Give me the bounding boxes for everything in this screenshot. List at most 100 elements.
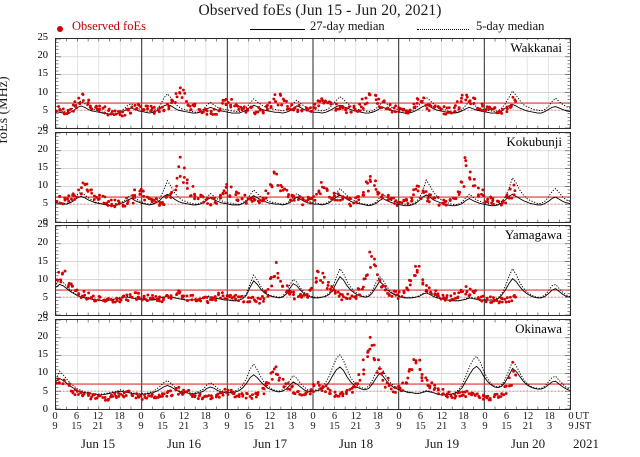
x-tick-ut: 12 (178, 411, 190, 422)
x-tick-label: 6 15 (152, 411, 174, 432)
y-tick-label: 20 (37, 143, 49, 155)
x-tick-ut: 0 (224, 411, 230, 422)
x-tick-label: 12 21 (431, 411, 453, 432)
x-tick-ut: 18 (372, 411, 383, 422)
panel-kokubunji: Kokubunji (55, 131, 571, 223)
x-day-label: Jun 15 (80, 436, 116, 451)
x-tick-ut: 0 (138, 411, 144, 422)
y-tick-label: 10 (37, 367, 49, 379)
y-tick-label: 5 (42, 292, 48, 303)
y-tick-label: 0 (42, 123, 48, 134)
station-label-wakkanai: Wakkanai (508, 40, 564, 56)
x-tick-jst: 15 (243, 421, 254, 432)
x-tick-ut: 18 (286, 411, 297, 422)
x-tick-jst: 9 (310, 421, 316, 432)
x-tick-jst: 3 (374, 421, 381, 432)
y-tick-label: 10 (37, 86, 49, 98)
x-tick-jst: 21 (436, 421, 448, 432)
x-tick-jst: 21 (350, 421, 362, 432)
x-tick-ut: 0 (568, 411, 574, 422)
x-tick-ut: 6 (159, 411, 166, 422)
x-tick-ut: 6 (245, 411, 252, 422)
x-tick-label: 18 3 (281, 411, 303, 432)
x-tick-ut: 18 (114, 411, 125, 422)
x-tick-label: 12 21 (345, 411, 367, 432)
x-tick-label: 12 21 (87, 411, 109, 432)
x-tick-jst: 15 (157, 421, 168, 432)
y-tick-label: 20 (37, 237, 49, 249)
x-tick-ut: 18 (200, 411, 211, 422)
panel-wakkanai: Wakkanai (55, 38, 571, 129)
ut-label: UT (575, 411, 589, 422)
x-tick-ut: 6 (417, 411, 424, 422)
legend-5day-label: 5-day median (476, 19, 545, 33)
y-tick-label: 10 (37, 273, 49, 285)
x-tick-ut: 12 (350, 411, 362, 422)
x-tick-jst: 15 (415, 421, 426, 432)
x-day-label: Jun 19 (424, 436, 460, 451)
x-day-label: Jun 17 (252, 436, 288, 451)
y-tick-label: 25 (37, 125, 49, 137)
x-tick-label: 18 3 (539, 411, 561, 432)
x-tick-ut: 12 (264, 411, 276, 422)
y-tick-label: 25 (37, 219, 49, 231)
legend-5day-line-icon (417, 29, 469, 30)
y-tick-label: 5 (42, 104, 48, 116)
y-tick-label: 0 (42, 310, 48, 322)
y-tick-label: 20 (37, 50, 49, 62)
x-tick-ut: 18 (458, 411, 469, 422)
y-tick-label: 5 (42, 198, 48, 210)
y-tick-label: 25 (37, 312, 49, 324)
y-tick-label: 20 (37, 331, 49, 342)
legend-observed-label: Observed foEs (72, 19, 146, 33)
x-tick-ut: 0 (396, 411, 402, 422)
jst-label: JST (575, 421, 592, 432)
x-tick-ut: 0 (482, 411, 488, 422)
y-tick-label: 15 (37, 255, 49, 267)
x-day-label: Jun 18 (338, 436, 374, 451)
x-tick-jst: 15 (71, 421, 82, 432)
y-axis-title: foEs (MHz) (0, 76, 11, 144)
plot-area: Wakkanai Kokubunji Yamagawa Okinawa (55, 38, 571, 410)
x-tick-jst: 3 (202, 421, 209, 432)
y-tick-label: 0 (42, 216, 48, 228)
x-tick-jst: 21 (522, 421, 534, 432)
station-label-okinawa: Okinawa (513, 320, 564, 337)
x-tick-label: 6 15 (496, 411, 518, 432)
x-tick-jst: 9 (224, 421, 230, 432)
panel-okinawa: Okinawa (55, 318, 571, 410)
y-tick-label: 15 (37, 162, 49, 173)
station-label-yamagawa: Yamagawa (502, 227, 564, 244)
x-tick-jst: 9 (52, 421, 58, 432)
legend-27day-label: 27-day median (310, 19, 385, 33)
y-tick-label: 0 (42, 403, 48, 415)
x-tick-label: 6 15 (324, 411, 346, 432)
x-day-label: Jun 16 (166, 436, 202, 451)
x-tick-jst: 3 (288, 421, 295, 432)
y-tick-label: 25 (37, 32, 49, 43)
x-axis: UT JST 2021 0 9 6 15 12 21 18 3 0 9 6 15 12 21 18 3 0 9 6 1… (52, 411, 599, 457)
x-tick-jst: 21 (92, 421, 104, 432)
y-tick-label: 10 (37, 180, 49, 192)
ut-jst-tag: UT JST (575, 411, 592, 432)
x-tick-jst: 9 (138, 421, 144, 432)
x-tick-ut: 12 (436, 411, 448, 422)
x-tick-label: 12 21 (517, 411, 539, 432)
x-tick-ut: 6 (331, 411, 338, 422)
y-tick-label: 15 (37, 68, 49, 80)
chart-legend: Observed foEs 27-day median 5-day median (0, 19, 640, 37)
chart-title: Observed foEs (Jun 15 - Jun 20, 2021) (198, 2, 442, 19)
x-tick-jst: 9 (396, 421, 402, 432)
y-tick-label: 5 (42, 385, 48, 397)
x-tick-label: 18 3 (367, 411, 389, 432)
x-tick-label: 18 3 (453, 411, 475, 432)
station-label-kokubunji: Kokubunji (504, 133, 564, 150)
x-tick-ut: 12 (92, 411, 104, 422)
x-tick-ut: 0 (52, 411, 58, 422)
x-tick-ut: 0 (310, 411, 316, 422)
